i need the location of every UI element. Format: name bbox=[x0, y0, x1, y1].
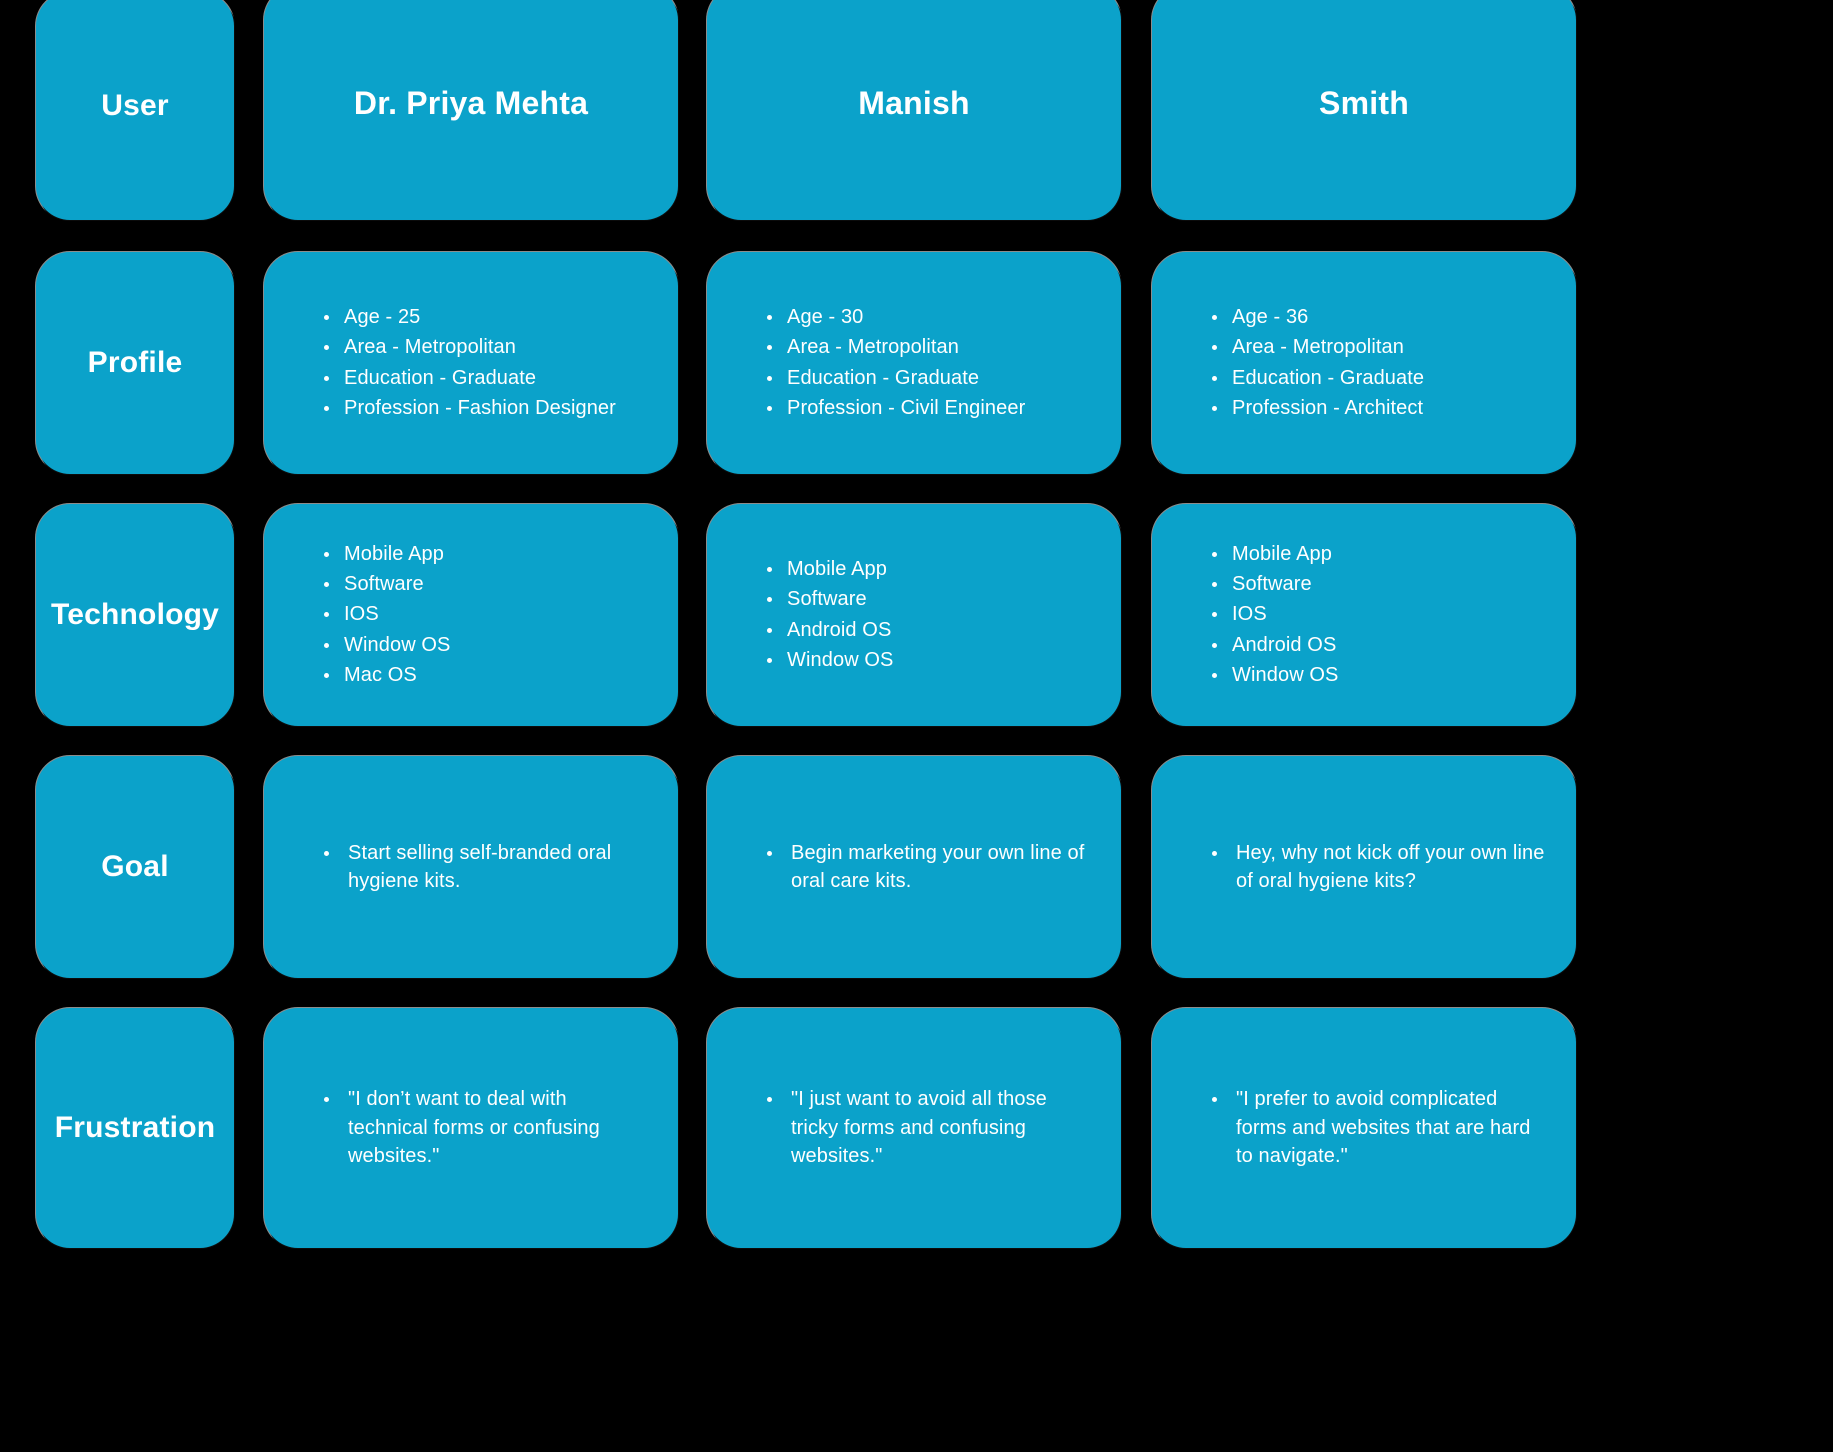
persona-header-3[interactable]: Smith bbox=[1152, 0, 1576, 220]
row-label-text: Goal bbox=[101, 849, 169, 883]
profile-list: Age - 36 Area - Metropolitan Education - G… bbox=[1152, 304, 1576, 422]
list-item: Begin marketing your own line of oral ca… bbox=[765, 839, 1095, 896]
list-item: Window OS bbox=[322, 632, 652, 659]
persona-profile-2[interactable]: Age - 30 Area - Metropolitan Education - G… bbox=[707, 252, 1121, 474]
row-label-user[interactable]: User bbox=[36, 0, 234, 220]
list-item: Education - Graduate bbox=[765, 365, 1095, 392]
list-item: Window OS bbox=[1210, 662, 1550, 689]
goal-list: Hey, why not kick off your own line of o… bbox=[1152, 839, 1576, 896]
goal-list: Begin marketing your own line of oral ca… bbox=[707, 839, 1121, 896]
row-label-goal[interactable]: Goal bbox=[36, 756, 234, 978]
persona-profile-3[interactable]: Age - 36 Area - Metropolitan Education - G… bbox=[1152, 252, 1576, 474]
row-label-text: User bbox=[101, 88, 169, 122]
persona-technology-3[interactable]: Mobile App Software IOS Android OS Window OS bbox=[1152, 504, 1576, 726]
list-item: Profession - Architect bbox=[1210, 395, 1550, 422]
list-item: Education - Graduate bbox=[322, 365, 652, 392]
persona-technology-1[interactable]: Mobile App Software IOS Window OS Mac OS bbox=[264, 504, 678, 726]
row-label-technology[interactable]: Technology bbox=[36, 504, 234, 726]
list-item: Android OS bbox=[765, 617, 1095, 644]
list-item: Mobile App bbox=[1210, 541, 1550, 568]
persona-name: Dr. Priya Mehta bbox=[353, 84, 589, 121]
row-label-frustration[interactable]: Frustration bbox=[36, 1008, 234, 1248]
list-item: Software bbox=[1210, 571, 1550, 598]
persona-name: Manish bbox=[858, 84, 970, 121]
list-item: IOS bbox=[1210, 601, 1550, 628]
technology-list: Mobile App Software IOS Android OS Window OS bbox=[1152, 541, 1576, 689]
list-item: Area - Metropolitan bbox=[1210, 334, 1550, 361]
persona-header-1[interactable]: Dr. Priya Mehta bbox=[264, 0, 678, 220]
list-item: Hey, why not kick off your own line of o… bbox=[1210, 839, 1550, 896]
technology-list: Mobile App Software IOS Window OS Mac OS bbox=[264, 541, 678, 689]
persona-goal-2[interactable]: Begin marketing your own line of oral ca… bbox=[707, 756, 1121, 978]
persona-name: Smith bbox=[1319, 84, 1409, 121]
list-item: Age - 36 bbox=[1210, 304, 1550, 331]
list-item: Software bbox=[765, 586, 1095, 613]
profile-list: Age - 30 Area - Metropolitan Education - G… bbox=[707, 304, 1121, 422]
row-label-text: Profile bbox=[87, 345, 183, 379]
row-label-text: Frustration bbox=[54, 1110, 216, 1144]
list-item: Profession - Civil Engineer bbox=[765, 395, 1095, 422]
list-item: Software bbox=[322, 571, 652, 598]
persona-goal-3[interactable]: Hey, why not kick off your own line of o… bbox=[1152, 756, 1576, 978]
profile-list: Age - 25 Area - Metropolitan Education - G… bbox=[264, 304, 678, 422]
list-item: Start selling self-branded oral hygiene … bbox=[322, 839, 652, 896]
persona-frustration-1[interactable]: "I don’t want to deal with technical for… bbox=[264, 1008, 678, 1248]
persona-technology-2[interactable]: Mobile App Software Android OS Window OS bbox=[707, 504, 1121, 726]
technology-list: Mobile App Software Android OS Window OS bbox=[707, 556, 1121, 674]
frustration-list: "I prefer to avoid complicated forms and… bbox=[1152, 1085, 1576, 1170]
list-item: Android OS bbox=[1210, 632, 1550, 659]
frustration-list: "I just want to avoid all those tricky f… bbox=[707, 1085, 1121, 1170]
persona-frustration-2[interactable]: "I just want to avoid all those tricky f… bbox=[707, 1008, 1121, 1248]
list-item: Mac OS bbox=[322, 662, 652, 689]
list-item: Area - Metropolitan bbox=[765, 334, 1095, 361]
persona-goal-1[interactable]: Start selling self-branded oral hygiene … bbox=[264, 756, 678, 978]
persona-profile-1[interactable]: Age - 25 Area - Metropolitan Education - G… bbox=[264, 252, 678, 474]
list-item: "I just want to avoid all those tricky f… bbox=[765, 1085, 1095, 1170]
list-item: Mobile App bbox=[322, 541, 652, 568]
list-item: Education - Graduate bbox=[1210, 365, 1550, 392]
list-item: "I prefer to avoid complicated forms and… bbox=[1210, 1085, 1550, 1170]
row-label-profile[interactable]: Profile bbox=[36, 252, 234, 474]
persona-header-2[interactable]: Manish bbox=[707, 0, 1121, 220]
list-item: Age - 30 bbox=[765, 304, 1095, 331]
list-item: Area - Metropolitan bbox=[322, 334, 652, 361]
frustration-list: "I don’t want to deal with technical for… bbox=[264, 1085, 678, 1170]
list-item: Age - 25 bbox=[322, 304, 652, 331]
list-item: Window OS bbox=[765, 647, 1095, 674]
list-item: IOS bbox=[322, 601, 652, 628]
persona-frustration-3[interactable]: "I prefer to avoid complicated forms and… bbox=[1152, 1008, 1576, 1248]
list-item: "I don’t want to deal with technical for… bbox=[322, 1085, 652, 1170]
list-item: Mobile App bbox=[765, 556, 1095, 583]
goal-list: Start selling self-branded oral hygiene … bbox=[264, 839, 678, 896]
list-item: Profession - Fashion Designer bbox=[322, 395, 652, 422]
row-label-text: Technology bbox=[50, 597, 220, 631]
